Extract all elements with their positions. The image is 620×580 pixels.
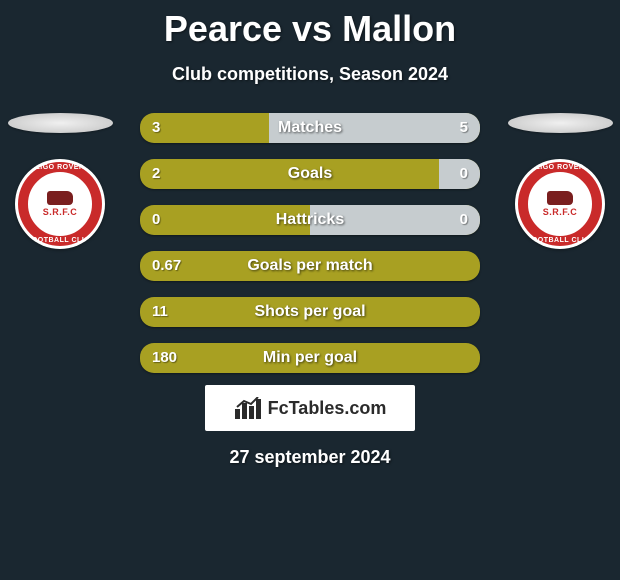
crest-top-text: SLIGO ROVERS bbox=[15, 164, 105, 171]
player-right-column: SLIGO ROVERS S.R.F.C FOOTBALL CLUB bbox=[505, 113, 615, 249]
stat-row: 11Shots per goal bbox=[140, 297, 480, 327]
fctables-logo-text: FcTables.com bbox=[268, 398, 387, 419]
stat-label: Goals bbox=[140, 159, 480, 189]
stat-row: 35Matches bbox=[140, 113, 480, 143]
page-title: Pearce vs Mallon bbox=[0, 0, 620, 50]
crest-bull-icon bbox=[47, 191, 73, 205]
player-right-silhouette bbox=[508, 113, 613, 133]
stat-label: Goals per match bbox=[140, 251, 480, 281]
stat-label: Matches bbox=[140, 113, 480, 143]
fctables-bars-icon bbox=[234, 397, 262, 419]
crest-bull-icon bbox=[547, 191, 573, 205]
stat-label: Shots per goal bbox=[140, 297, 480, 327]
crest-letters: S.R.F.C bbox=[43, 207, 78, 217]
crest-top-text: SLIGO ROVERS bbox=[515, 164, 605, 171]
crest-bottom-text: FOOTBALL CLUB bbox=[515, 237, 605, 244]
footer-date: 27 september 2024 bbox=[0, 447, 620, 468]
player-left-crest: SLIGO ROVERS S.R.F.C FOOTBALL CLUB bbox=[15, 159, 105, 249]
stat-row: 20Goals bbox=[140, 159, 480, 189]
stat-rows-container: 35Matches 20Goals 00Hattricks 0.67Goals per… bbox=[140, 113, 480, 389]
player-left-column: SLIGO ROVERS S.R.F.C FOOTBALL CLUB bbox=[5, 113, 115, 249]
stat-row: 0.67Goals per match bbox=[140, 251, 480, 281]
player-right-crest: SLIGO ROVERS S.R.F.C FOOTBALL CLUB bbox=[515, 159, 605, 249]
crest-letters: S.R.F.C bbox=[543, 207, 578, 217]
crest-bottom-text: FOOTBALL CLUB bbox=[15, 237, 105, 244]
stat-row: 180Min per goal bbox=[140, 343, 480, 373]
stat-label: Min per goal bbox=[140, 343, 480, 373]
stat-row: 00Hattricks bbox=[140, 205, 480, 235]
stat-label: Hattricks bbox=[140, 205, 480, 235]
fctables-logo-box: FcTables.com bbox=[205, 385, 415, 431]
page-subtitle: Club competitions, Season 2024 bbox=[0, 64, 620, 85]
player-left-silhouette bbox=[8, 113, 113, 133]
